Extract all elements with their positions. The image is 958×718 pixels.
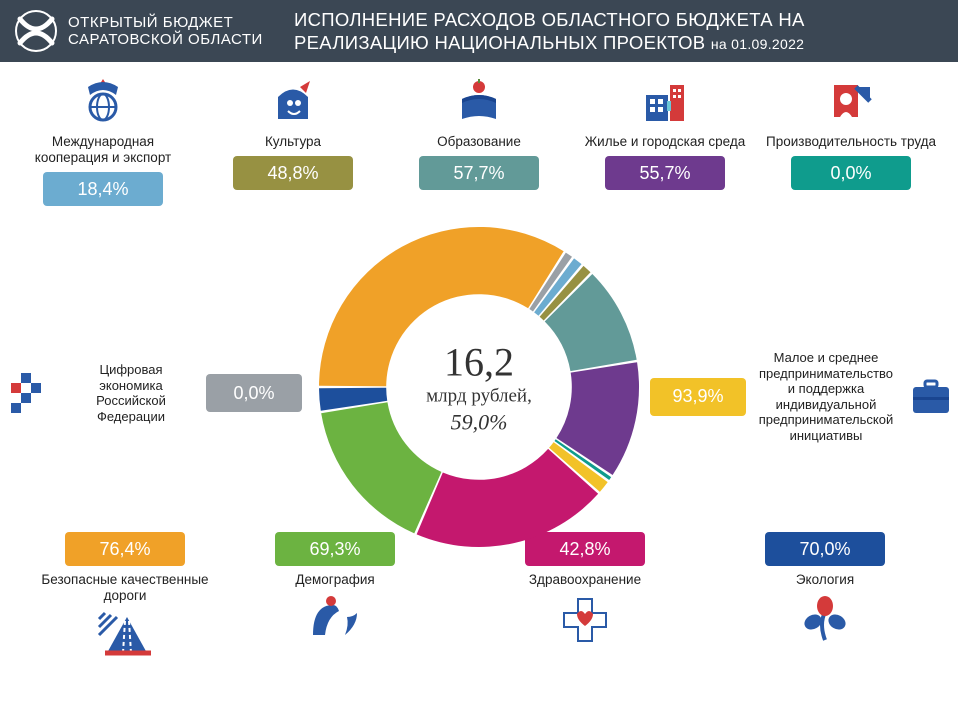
project-housing-label: Жилье и городская среда (585, 134, 746, 150)
project-digital: Цифровая экономика Российской Федерации … (6, 362, 302, 424)
project-ecology-label: Экология (796, 572, 854, 588)
donut-center: 16,2 млрд рублей, 59,0% (426, 339, 532, 436)
logo-line2: САРАТОВСКОЙ ОБЛАСТИ (68, 31, 263, 48)
project-intl-label: Международная кооперация и экспорт (18, 134, 188, 166)
briefcase-icon (906, 373, 956, 421)
project-education: Образование 57,7% (394, 76, 564, 190)
project-digital-label: Цифровая экономика Российской Федерации (66, 362, 196, 424)
project-intl-badge: 18,4% (43, 172, 163, 206)
project-digital-badge: 0,0% (206, 374, 302, 412)
content: Международная кооперация и экспорт 18,4%… (0, 62, 958, 718)
center-unit: млрд рублей, (426, 386, 532, 408)
project-productivity-label: Производительность труда (766, 134, 936, 150)
project-culture-badge: 48,8% (233, 156, 353, 190)
title-date: на 01.09.2022 (711, 36, 804, 52)
project-ecology: 70,0% Экология (740, 532, 910, 646)
logo-block: ОТКРЫТЫЙ БЮДЖЕТ САРАТОВСКОЙ ОБЛАСТИ (14, 9, 294, 53)
center-percent: 59,0% (426, 410, 532, 436)
project-sme-label: Малое и среднее предпринимательство и по… (756, 350, 896, 444)
project-roads-label: Безопасные качественные дороги (40, 572, 210, 604)
center-value: 16,2 (426, 339, 532, 386)
roads-icon (95, 610, 155, 662)
header: ОТКРЫТЫЙ БЮДЖЕТ САРАТОВСКОЙ ОБЛАСТИ ИСПО… (0, 0, 958, 62)
donut-slice (321, 402, 441, 533)
digital-icon (6, 369, 56, 417)
education-icon (449, 76, 509, 128)
project-culture: Культура 48,8% (208, 76, 378, 190)
project-sme-badge: 93,9% (650, 378, 746, 416)
project-education-label: Образование (437, 134, 521, 150)
project-housing-badge: 55,7% (605, 156, 725, 190)
project-housing: Жилье и городская среда 55,7% (580, 76, 750, 190)
title-line1: ИСПОЛНЕНИЕ РАСХОДОВ ОБЛАСТНОГО БЮДЖЕТА Н… (294, 8, 805, 31)
project-productivity: Производительность труда 0,0% (766, 76, 936, 190)
productivity-icon (821, 76, 881, 128)
project-demography-label: Демография (295, 572, 374, 588)
title-line2: РЕАЛИЗАЦИЮ НАЦИОНАЛЬНЫХ ПРОЕКТОВ (294, 32, 705, 53)
project-health-label: Здравоохранение (529, 572, 641, 588)
title: ИСПОЛНЕНИЕ РАСХОДОВ ОБЛАСТНОГО БЮДЖЕТА Н… (294, 8, 805, 54)
project-productivity-badge: 0,0% (791, 156, 911, 190)
logo-icon (14, 9, 58, 53)
logo-text: ОТКРЫТЫЙ БЮДЖЕТ САРАТОВСКОЙ ОБЛАСТИ (68, 14, 263, 49)
donut-chart: 16,2 млрд рублей, 59,0% (314, 222, 644, 552)
project-sme: 93,9% Малое и среднее предпринимательств… (650, 350, 956, 444)
project-education-badge: 57,7% (419, 156, 539, 190)
culture-icon (263, 76, 323, 128)
project-culture-label: Культура (265, 134, 321, 150)
globe-icon (73, 76, 133, 128)
ecology-icon (795, 594, 855, 646)
project-roads-badge: 76,4% (65, 532, 185, 566)
logo-line1: ОТКРЫТЫЙ БЮДЖЕТ (68, 14, 263, 31)
health-icon (555, 594, 615, 646)
demography-icon (305, 594, 365, 646)
project-roads: 76,4% Безопасные качественные дороги (40, 532, 210, 662)
project-ecology-badge: 70,0% (765, 532, 885, 566)
housing-icon (635, 76, 695, 128)
project-intl: Международная кооперация и экспорт 18,4% (18, 76, 188, 206)
